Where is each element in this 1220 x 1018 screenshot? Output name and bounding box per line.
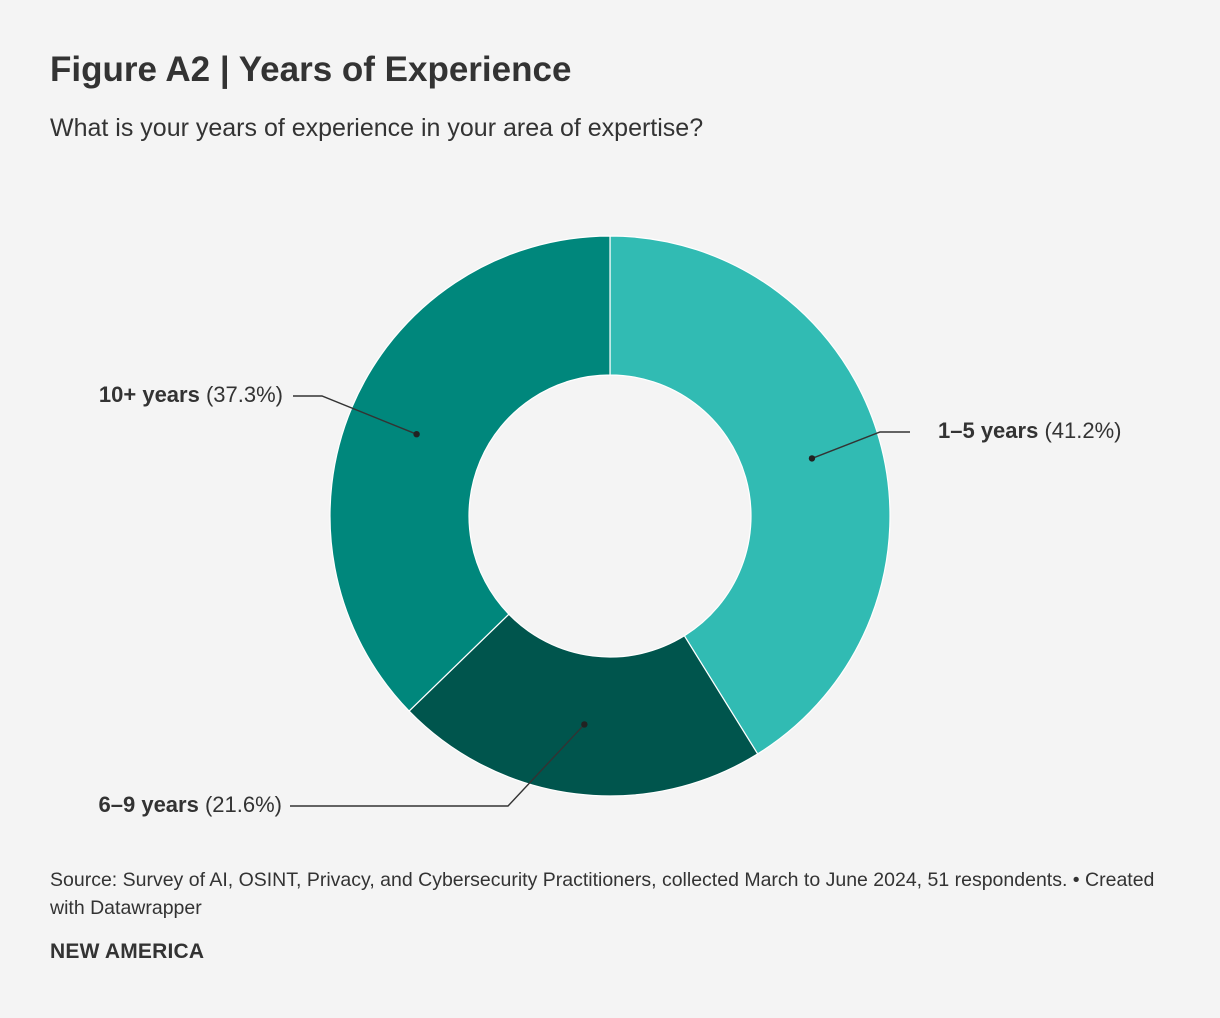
labels-layer: 1–5 years (41.2%) 6–9 years (21.6%) 10+ ye… <box>99 382 1122 817</box>
label-value-1-5-years: (41.2%) <box>1044 418 1121 443</box>
label-value-10-years: (37.3%) <box>206 382 283 407</box>
leader-dot-10-years <box>413 430 420 438</box>
chart-subtitle: What is your years of experience in your… <box>50 114 704 142</box>
source-note: Source: Survey of AI, OSINT, Privacy, an… <box>50 869 1155 919</box>
slice-1-5-years[interactable] <box>609 235 891 755</box>
label-name-1-5-years: 1–5 years <box>938 418 1044 443</box>
slice-6-9-years[interactable] <box>408 613 759 797</box>
chart-title: Figure A2 | Years of Experience <box>50 50 572 89</box>
label-name-10-years: 10+ years <box>99 382 206 407</box>
label-6-9-years: 6–9 years (21.6%) <box>99 792 282 817</box>
slices-layer <box>329 235 891 797</box>
brand-logo-text: NEW AMERICA <box>50 940 205 963</box>
slice-10-years[interactable] <box>329 235 611 712</box>
label-name-6-9-years: 6–9 years <box>99 792 205 817</box>
label-10-years: 10+ years (37.3%) <box>99 382 283 407</box>
leader-line-10-years <box>293 395 417 435</box>
leader-line-1-5-years <box>811 431 910 460</box>
label-value-6-9-years: (21.6%) <box>205 792 282 817</box>
leader-line-6-9-years <box>290 723 585 807</box>
leader-dot-1-5-years <box>808 455 816 462</box>
label-1-5-years: 1–5 years (41.2%) <box>938 418 1121 443</box>
leader-dot-6-9-years <box>581 721 588 728</box>
